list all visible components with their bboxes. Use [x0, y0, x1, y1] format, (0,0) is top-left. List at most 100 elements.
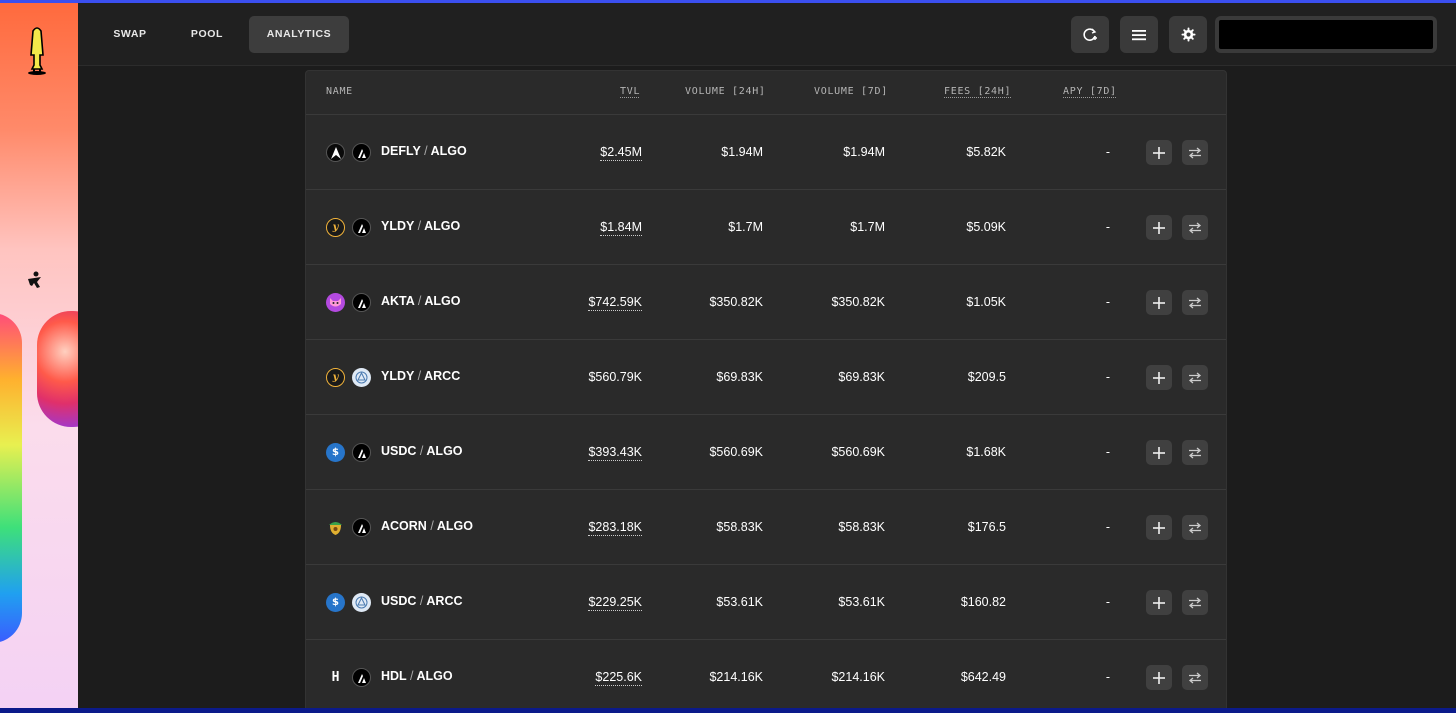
- volume-24h-value: $1.7M: [728, 220, 763, 234]
- tvl-value: $393.43K: [588, 445, 642, 461]
- swap-button[interactable]: [1182, 515, 1208, 540]
- defly-token-icon: [326, 143, 345, 162]
- refresh-plus-icon: [1083, 27, 1097, 41]
- swap-button[interactable]: [1182, 140, 1208, 165]
- swap-arrows-icon: [1188, 447, 1202, 458]
- acorn-token-icon: [326, 518, 345, 537]
- tab-swap[interactable]: SWAP: [113, 28, 147, 40]
- algo-token-icon: [352, 518, 371, 537]
- fees-24h-value: $176.5: [967, 520, 1006, 534]
- plus-icon: [1153, 446, 1165, 459]
- add-liquidity-button[interactable]: [1146, 140, 1172, 165]
- volume-7d-value: $1.7M: [850, 220, 885, 234]
- table-row[interactable]: $ USDC / ALGO $393.43K $560.69K $560.69K…: [306, 415, 1226, 490]
- add-liquidity-button[interactable]: [1146, 590, 1172, 615]
- volume-24h-value: $69.83K: [716, 370, 763, 384]
- table-row[interactable]: ACORN / ALGO $283.18K $58.83K $58.83K $1…: [306, 490, 1226, 565]
- table-row[interactable]: y YLDY / ALGO $1.84M $1.7M $1.7M $5.09K …: [306, 190, 1226, 265]
- refresh-button[interactable]: [1071, 16, 1109, 53]
- swap-button[interactable]: [1182, 590, 1208, 615]
- header-fees-24h[interactable]: FEES [24H]: [944, 86, 1012, 97]
- volume-24h-value: $560.69K: [709, 445, 763, 459]
- table-body: DEFLY / ALGO $2.45M $1.94M $1.94M $5.82K…: [306, 115, 1226, 713]
- volume-7d-value: $53.61K: [838, 595, 885, 609]
- decorative-blob: [37, 311, 78, 427]
- tab-analytics[interactable]: ANALYTICS: [249, 16, 349, 53]
- pool-pair-name: USDC / ALGO: [381, 444, 463, 458]
- sidebar: [0, 3, 78, 708]
- table-row[interactable]: H HDL / ALGO $225.6K $214.16K $214.16K $…: [306, 640, 1226, 713]
- volume-7d-value: $214.16K: [831, 670, 885, 684]
- usdc-token-icon: $: [326, 443, 345, 462]
- table-row[interactable]: y YLDY / ARCC $560.79K $69.83K $69.83K $…: [306, 340, 1226, 415]
- header-tvl[interactable]: TVL: [620, 86, 641, 97]
- add-liquidity-button[interactable]: [1146, 290, 1172, 315]
- swap-arrows-icon: [1188, 222, 1202, 233]
- table-row[interactable]: $ USDC / ARCC $229.25K $53.61K $53.61K $…: [306, 565, 1226, 640]
- header-volume-7d[interactable]: VOLUME [7D]: [814, 86, 888, 97]
- pool-pair-name: AKTA / ALGO: [381, 294, 461, 308]
- fees-24h-value: $5.82K: [966, 145, 1006, 159]
- settings-button[interactable]: [1169, 16, 1207, 53]
- header-volume-24h[interactable]: VOLUME [24H]: [685, 86, 766, 97]
- swap-button[interactable]: [1182, 290, 1208, 315]
- usdc-token-icon: $: [326, 593, 345, 612]
- plus-icon: [1153, 146, 1165, 159]
- header-apy-7d[interactable]: APY [7D]: [1063, 86, 1117, 97]
- top-nav-bar: SWAP POOL ANALYTICS: [78, 3, 1456, 66]
- tvl-value: $2.45M: [600, 145, 642, 161]
- algo-token-icon: [352, 668, 371, 687]
- fees-24h-value: $160.82: [960, 595, 1006, 609]
- tab-pool[interactable]: POOL: [190, 28, 224, 40]
- fees-24h-value: $5.09K: [966, 220, 1006, 234]
- table-row[interactable]: AKTA / ALGO $742.59K $350.82K $350.82K $…: [306, 265, 1226, 340]
- add-liquidity-button[interactable]: [1146, 665, 1172, 690]
- add-liquidity-button[interactable]: [1146, 365, 1172, 390]
- swap-button[interactable]: [1182, 440, 1208, 465]
- tvl-value: $229.25K: [588, 595, 642, 611]
- wallet-connect-button[interactable]: [1215, 16, 1437, 53]
- main-area: SWAP POOL ANALYTICS: [78, 3, 1456, 713]
- swap-button[interactable]: [1182, 365, 1208, 390]
- volume-7d-value: $560.69K: [831, 445, 885, 459]
- pools-table: NAME TVL VOLUME [24H] VOLUME [7D] FEES […: [305, 70, 1227, 713]
- fees-24h-value: $1.05K: [966, 295, 1006, 309]
- swap-button[interactable]: [1182, 665, 1208, 690]
- add-liquidity-button[interactable]: [1146, 515, 1172, 540]
- swap-button[interactable]: [1182, 215, 1208, 240]
- pool-pair-name: USDC / ARCC: [381, 594, 463, 608]
- fees-24h-value: $1.68K: [966, 445, 1006, 459]
- tvl-value: $560.79K: [588, 370, 642, 384]
- swap-arrows-icon: [1188, 297, 1202, 308]
- arcc-token-icon: [352, 593, 371, 612]
- plus-icon: [1153, 221, 1165, 234]
- wallet-address-redacted: [1219, 20, 1433, 49]
- fees-24h-value: $209.5: [967, 370, 1006, 384]
- apy-7d-value: -: [1105, 145, 1110, 159]
- menu-icon: [1132, 29, 1146, 40]
- volume-24h-value: $214.16K: [709, 670, 763, 684]
- plus-icon: [1153, 521, 1165, 534]
- table-row[interactable]: DEFLY / ALGO $2.45M $1.94M $1.94M $5.82K…: [306, 115, 1226, 190]
- header-name[interactable]: NAME: [326, 86, 353, 97]
- swap-arrows-icon: [1188, 597, 1202, 608]
- add-liquidity-button[interactable]: [1146, 215, 1172, 240]
- swap-arrows-icon: [1188, 522, 1202, 533]
- volume-24h-value: $53.61K: [716, 595, 763, 609]
- menu-button[interactable]: [1120, 16, 1158, 53]
- plus-icon: [1153, 596, 1165, 609]
- pool-pair-name: YLDY / ALGO: [381, 219, 461, 233]
- volume-7d-value: $1.94M: [843, 145, 885, 159]
- volume-24h-value: $1.94M: [721, 145, 763, 159]
- tvl-value: $283.18K: [588, 520, 642, 536]
- hdl-token-icon: H: [331, 670, 340, 685]
- table-header: NAME TVL VOLUME [24H] VOLUME [7D] FEES […: [306, 71, 1226, 115]
- pool-pair-name: DEFLY / ALGO: [381, 144, 467, 158]
- bottom-edge: [0, 708, 1456, 713]
- pool-pair-name: ACORN / ALGO: [381, 519, 473, 533]
- add-liquidity-button[interactable]: [1146, 440, 1172, 465]
- plus-icon: [1153, 371, 1165, 384]
- akta-token-icon: [326, 293, 345, 312]
- tvl-value: $742.59K: [588, 295, 642, 311]
- app-logo-icon[interactable]: [24, 25, 50, 75]
